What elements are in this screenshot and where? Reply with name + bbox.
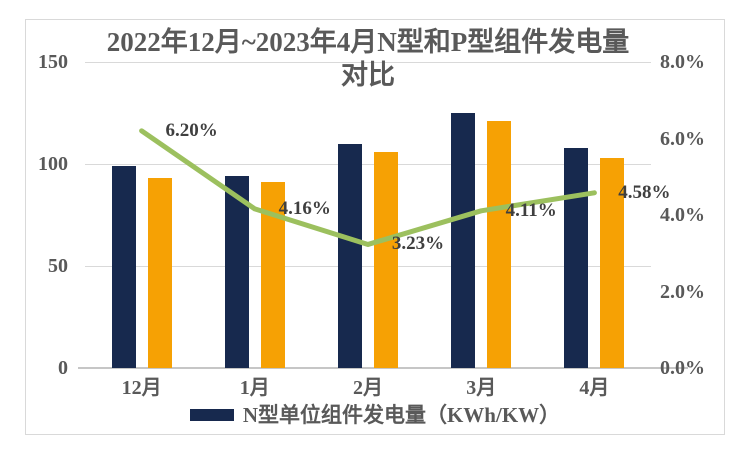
legend-swatch-n-type <box>189 409 234 421</box>
left-axis-tick: 0 <box>58 357 68 379</box>
right-axis-tick: 6.0% <box>660 127 705 150</box>
n-type-bar-0 <box>111 166 136 368</box>
x-axis-label: 1月 <box>239 377 270 399</box>
left-axis-tick: 150 <box>38 51 68 73</box>
chart-title-line1: 2022年12月~2023年4月N型和P型组件发电量 <box>106 27 630 57</box>
x-axis-line <box>78 367 688 369</box>
right-axis-tick: 2.0% <box>660 280 705 303</box>
x-axis-label: 2月 <box>353 377 383 399</box>
left-axis-tick: 50 <box>48 255 68 277</box>
x-axis-label: 4月 <box>579 377 610 399</box>
p-type-bar-3 <box>487 121 512 368</box>
x-axis-label: 3月 <box>466 377 497 399</box>
x-axis-label: 12月 <box>121 377 162 399</box>
gridline <box>85 61 651 63</box>
n-type-bar-4 <box>564 147 589 368</box>
gain-line <box>139 128 597 247</box>
left-axis-tick: 100 <box>38 153 68 175</box>
right-axis-tick: 8.0% <box>660 51 705 73</box>
right-axis-tick: 4.0% <box>660 204 705 226</box>
p-type-bar-2 <box>374 151 398 368</box>
n-type-bar-1 <box>224 176 249 368</box>
chart-title-line2: 对比 <box>341 60 395 90</box>
line-data-label: 4.11% <box>505 199 557 221</box>
p-type-bar-0 <box>147 178 172 368</box>
gridline <box>85 265 651 267</box>
line-data-label: 3.23% <box>391 233 445 255</box>
right-axis-tick: 0.0% <box>660 357 705 379</box>
line-data-label: 4.16% <box>278 197 331 219</box>
chart-title: 2022年12月~2023年4月N型和P型组件发电量 对比 <box>85 26 651 92</box>
p-type-bar-4 <box>600 157 625 368</box>
line-data-label: 4.58% <box>618 181 671 203</box>
line-data-label: 6.20% <box>165 119 218 141</box>
n-type-bar-3 <box>451 113 476 368</box>
legend-label-n-type: N型单位组件发电量（KWh/KW） <box>242 403 561 427</box>
gridline <box>85 163 651 165</box>
legend: N型单位组件发电量（KWh/KW） <box>25 403 725 427</box>
n-type-bar-2 <box>338 143 362 368</box>
